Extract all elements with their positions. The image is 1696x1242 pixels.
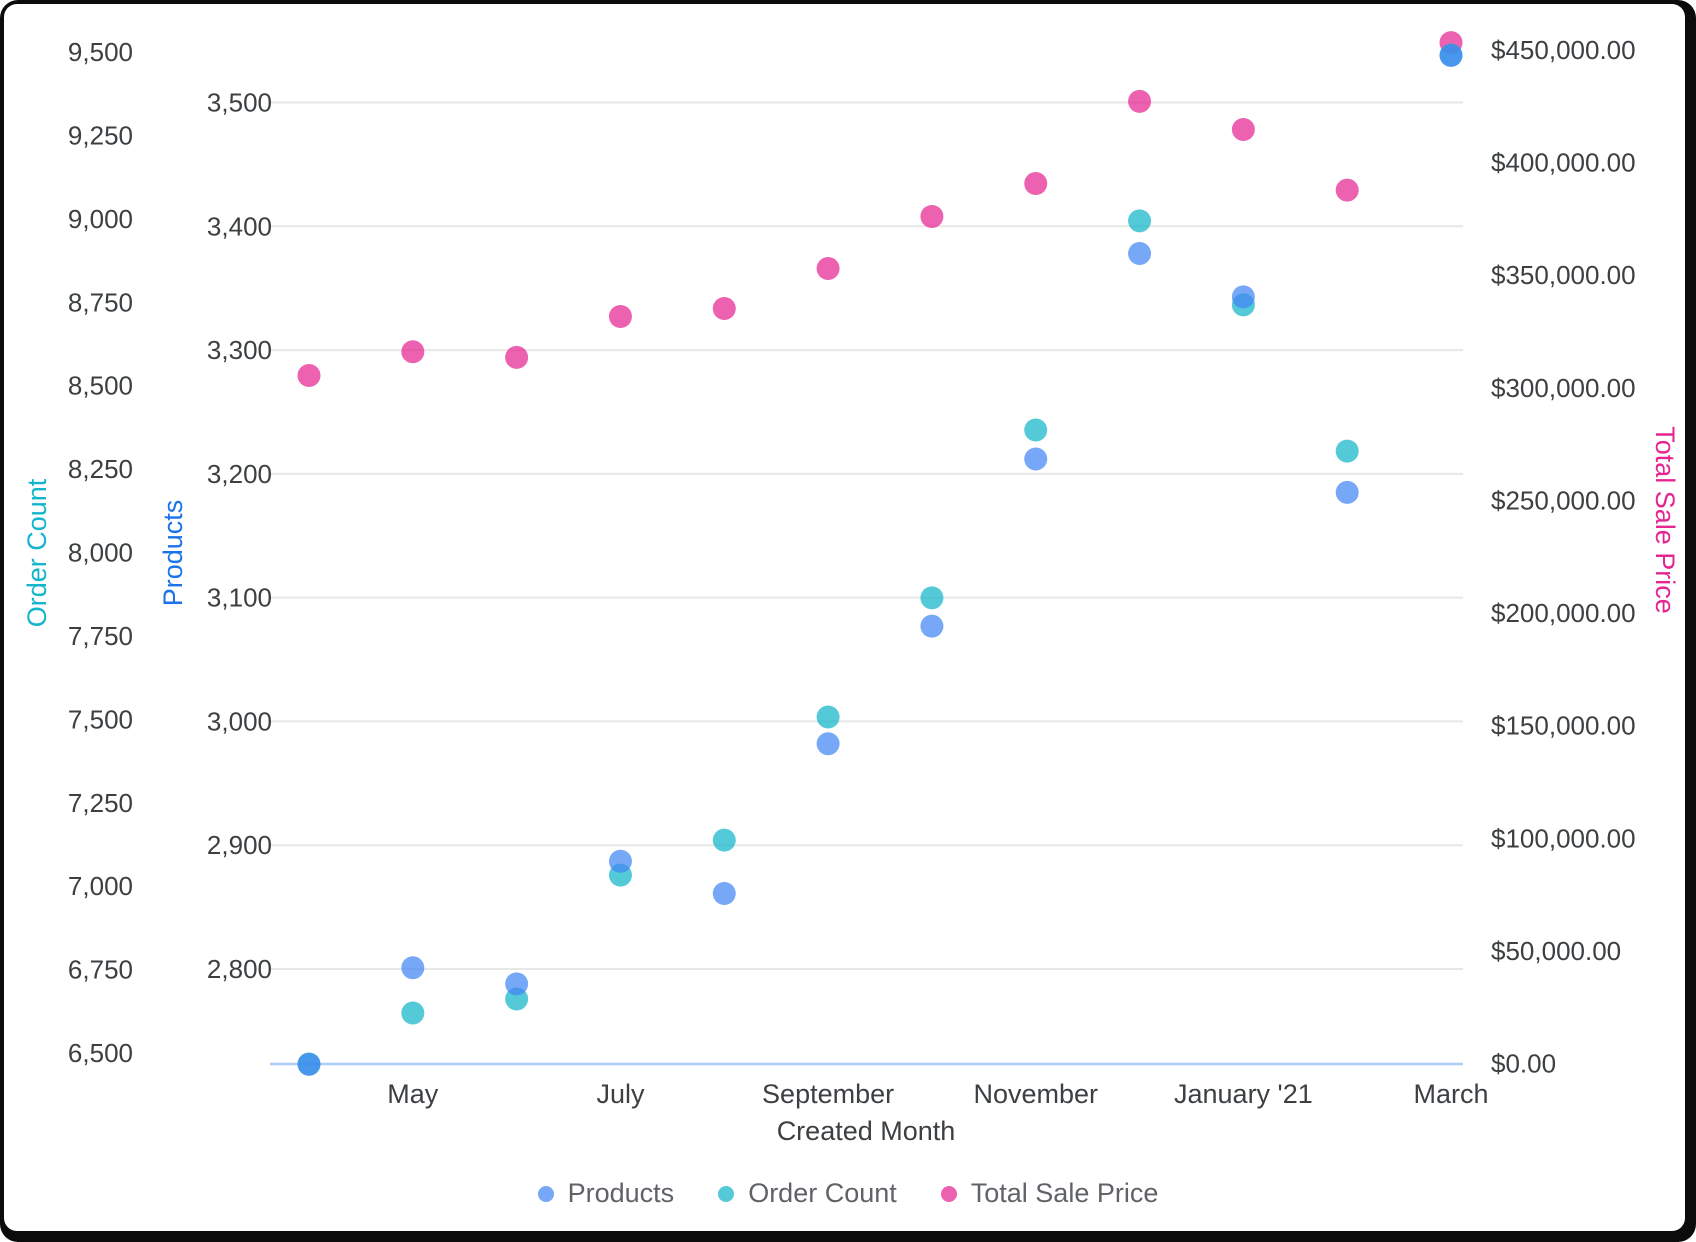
data-point-total-sale-price[interactable] <box>920 204 944 228</box>
order-count-tick-label: 7,250 <box>68 788 133 818</box>
order-count-tick-label: 9,500 <box>68 37 133 67</box>
data-point-total-sale-price[interactable] <box>401 340 425 364</box>
data-point-total-sale-price[interactable] <box>505 345 529 369</box>
data-point-total-sale-price[interactable] <box>712 297 736 321</box>
sale-price-axis-title: Total Sale Price <box>1650 426 1680 614</box>
order-count-axis-title: Order Count <box>22 478 52 627</box>
sale-price-tick-label: $200,000.00 <box>1491 598 1636 628</box>
data-point-total-sale-price[interactable] <box>1024 172 1048 196</box>
sale-price-tick-label: $0.00 <box>1491 1049 1556 1079</box>
order-count-tick-label: 9,250 <box>68 120 133 150</box>
data-point-products[interactable] <box>401 956 425 980</box>
data-points-layer <box>297 31 1463 1076</box>
data-point-products[interactable] <box>297 1052 321 1076</box>
sale-price-tick-label: $250,000.00 <box>1491 485 1636 515</box>
data-point-order-count[interactable] <box>816 705 840 729</box>
products-tick-label: 3,100 <box>207 583 272 613</box>
data-point-products[interactable] <box>712 881 736 905</box>
data-point-total-sale-price[interactable] <box>1128 89 1152 113</box>
order-count-tick-label: 7,500 <box>68 704 133 734</box>
legend-label: Products <box>567 1178 675 1208</box>
order-count-tick-label: 8,250 <box>68 454 133 484</box>
month-tick-label: March <box>1414 1079 1489 1109</box>
sale-price-tick-label: $450,000.00 <box>1491 35 1636 65</box>
data-point-products[interactable] <box>1335 480 1359 504</box>
legend-item-order-count[interactable]: Order Count <box>718 1178 897 1209</box>
data-point-total-sale-price[interactable] <box>1231 118 1255 142</box>
order-count-tick-label: 6,500 <box>68 1038 133 1068</box>
data-point-products[interactable] <box>1128 242 1152 266</box>
chart-card <box>4 4 1685 1231</box>
data-point-total-sale-price[interactable] <box>297 363 321 387</box>
order-count-tick-label: 8,750 <box>68 287 133 317</box>
month-tick-label: May <box>387 1079 439 1109</box>
legend-label: Order Count <box>748 1178 897 1208</box>
data-point-products[interactable] <box>1439 43 1463 67</box>
data-point-total-sale-price[interactable] <box>1335 178 1359 202</box>
data-point-products[interactable] <box>920 614 944 638</box>
products-tick-label: 2,800 <box>207 954 272 984</box>
legend-item-products[interactable]: Products <box>537 1178 675 1209</box>
axis-ticks-layer: 9,500 9,250 9,000 8,750 8,500 8,250 8,000 7,750… <box>68 35 1636 1109</box>
order-count-tick-label: 8,000 <box>68 538 133 568</box>
sale-price-tick-label: $100,000.00 <box>1491 823 1636 853</box>
data-point-total-sale-price[interactable] <box>816 256 840 280</box>
month-tick-label: July <box>596 1079 645 1109</box>
legend-label: Total Sale Price <box>970 1178 1159 1208</box>
sale-price-tick-label: $150,000.00 <box>1491 711 1636 741</box>
products-tick-label: 3,000 <box>207 706 272 736</box>
products-tick-label: 2,900 <box>207 830 272 860</box>
sale-price-tick-label: $50,000.00 <box>1491 936 1621 966</box>
data-point-order-count[interactable] <box>712 828 736 852</box>
order-count-tick-label: 9,000 <box>68 204 133 234</box>
chart-legend: Products Order Count Total Sale Price <box>0 1178 1696 1209</box>
month-tick-label: September <box>762 1079 894 1109</box>
order-count-tick-label: 7,000 <box>68 871 133 901</box>
data-point-products[interactable] <box>608 849 632 873</box>
data-point-order-count[interactable] <box>1335 439 1359 463</box>
order-count-tick-label: 7,750 <box>68 621 133 651</box>
sale-price-tick-label: $400,000.00 <box>1491 148 1636 178</box>
data-point-products[interactable] <box>1231 285 1255 309</box>
legend-dot-icon <box>537 1185 554 1202</box>
sale-price-tick-label: $300,000.00 <box>1491 373 1636 403</box>
x-axis-title: Created Month <box>777 1116 956 1146</box>
legend-item-total-sale-price[interactable]: Total Sale Price <box>940 1178 1159 1209</box>
data-point-order-count[interactable] <box>1128 209 1152 233</box>
products-tick-label: 3,500 <box>207 88 272 118</box>
data-point-products[interactable] <box>816 732 840 756</box>
gridlines-layer <box>270 101 1463 1066</box>
data-point-order-count[interactable] <box>920 586 944 610</box>
month-tick-label: November <box>973 1079 1098 1109</box>
month-tick-label: January '21 <box>1174 1079 1313 1109</box>
data-point-total-sale-price[interactable] <box>608 304 632 328</box>
products-axis-title: Products <box>158 500 188 607</box>
data-point-products[interactable] <box>505 972 529 996</box>
products-tick-label: 3,300 <box>207 335 272 365</box>
legend-dot-icon <box>718 1185 735 1202</box>
order-count-tick-label: 6,750 <box>68 955 133 985</box>
products-tick-label: 3,400 <box>207 211 272 241</box>
legend-dot-icon <box>940 1185 957 1202</box>
products-tick-label: 3,200 <box>207 459 272 489</box>
data-point-products[interactable] <box>1024 447 1048 471</box>
data-point-order-count[interactable] <box>1024 418 1048 442</box>
order-count-tick-label: 8,500 <box>68 371 133 401</box>
sale-price-tick-label: $350,000.00 <box>1491 260 1636 290</box>
data-point-order-count[interactable] <box>401 1001 425 1025</box>
